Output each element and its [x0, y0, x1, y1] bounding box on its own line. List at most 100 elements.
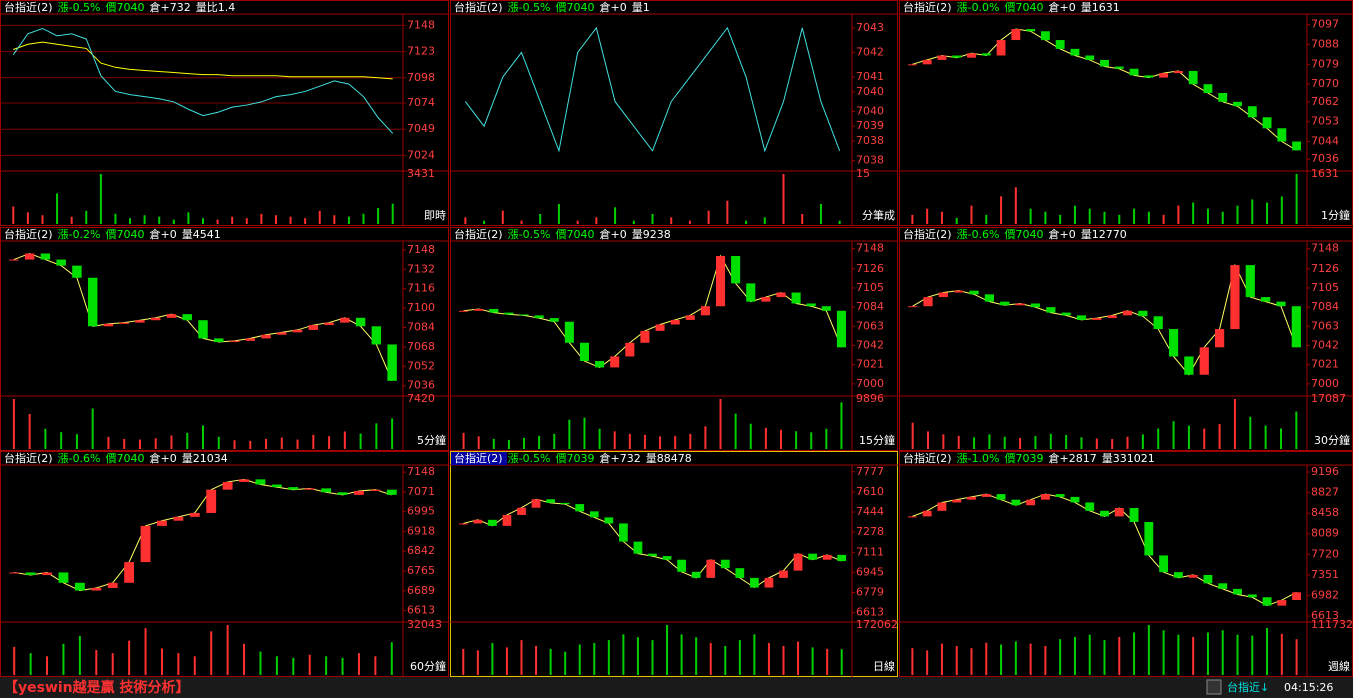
candle-body — [655, 324, 665, 331]
y-tick-label: 7148 — [407, 465, 435, 478]
volume-bar — [217, 436, 220, 449]
volume-bar — [505, 647, 508, 675]
panel[interactable] — [450, 451, 898, 677]
panel[interactable] — [0, 451, 449, 677]
candle-body — [633, 541, 643, 554]
volume-bar — [1162, 630, 1165, 675]
panel[interactable] — [450, 227, 898, 451]
volume-bar — [391, 418, 394, 449]
volume-bar — [187, 212, 190, 224]
candle-body — [1277, 600, 1287, 606]
volume-bar — [259, 651, 262, 675]
volume-bar — [970, 205, 973, 224]
candle-body — [459, 310, 469, 312]
volume-bar — [568, 419, 571, 449]
volume-bar — [1073, 636, 1076, 675]
candle-body — [1129, 508, 1139, 522]
volume-bar — [535, 645, 538, 675]
volume-bar — [158, 216, 161, 224]
candle-body — [74, 582, 85, 591]
candle-body — [1055, 40, 1065, 49]
header-oi: 倉+0 — [150, 227, 177, 241]
candle-body — [9, 259, 19, 261]
volume-bar — [492, 438, 495, 449]
header-change: 漲-0.0% — [957, 1, 1000, 14]
volume-bar — [123, 438, 126, 449]
volume-bar — [1203, 428, 1206, 449]
panel[interactable] — [0, 227, 449, 451]
status-symbol[interactable]: 台指近↓ — [1227, 680, 1269, 694]
volume-bar — [375, 423, 378, 449]
status-time: 04:15:26 — [1284, 681, 1333, 694]
volume-bar — [1233, 399, 1236, 449]
panel[interactable] — [0, 0, 449, 226]
candle-body — [489, 308, 499, 313]
candle-body — [166, 314, 177, 318]
candle-body — [662, 556, 672, 560]
candle-body — [1233, 101, 1242, 107]
candle-body — [1085, 55, 1095, 60]
candle-body — [1277, 128, 1287, 142]
volume-bar — [613, 431, 616, 449]
candle-body — [504, 312, 514, 315]
volume-bar — [62, 643, 65, 675]
status-icon[interactable] — [1206, 679, 1222, 695]
header-title: 台指近(2) — [4, 227, 53, 241]
volume-bar — [477, 436, 480, 449]
y-tick-label: 7105 — [1311, 281, 1339, 294]
y-tick-label: 8827 — [1311, 486, 1339, 499]
volume-bar — [1111, 439, 1114, 449]
candle-body — [907, 64, 917, 66]
volume-bar — [1266, 628, 1269, 675]
header-oi: 倉+0 — [600, 0, 627, 14]
y-tick-label: 6613 — [407, 603, 435, 616]
volume-bar — [970, 648, 973, 675]
y-tick-label: 7720 — [1311, 547, 1339, 560]
y-tick-label: 7084 — [1311, 300, 1339, 313]
volume-bar — [78, 635, 81, 675]
volume-bar — [172, 219, 175, 224]
volume-bar — [1133, 632, 1136, 675]
volume-bar — [26, 212, 29, 224]
volume-bar — [75, 434, 78, 449]
volume-bar — [325, 656, 328, 675]
panel[interactable] — [450, 0, 898, 226]
volume-bar — [557, 204, 560, 224]
header-title: 台指近(2) — [903, 451, 952, 465]
candle-body — [337, 492, 348, 495]
volume-bar — [390, 642, 393, 675]
volume-tick-label: 1631 — [1311, 167, 1339, 180]
volume-bar — [243, 643, 246, 675]
volume-bar — [186, 432, 189, 449]
header-oi: 倉+0 — [1049, 0, 1076, 14]
volume-bar — [501, 210, 504, 224]
candle-body — [531, 499, 541, 508]
y-tick-label: 7000 — [856, 377, 884, 390]
candle-body — [549, 318, 559, 322]
volume-bar — [666, 625, 669, 675]
volume-bar — [1162, 214, 1165, 224]
candle-body — [731, 255, 741, 284]
volume-bar — [988, 434, 991, 449]
y-tick-label: 7148 — [407, 243, 435, 256]
volume-bar — [1044, 645, 1047, 675]
candle-body — [822, 554, 832, 560]
candle-body — [119, 322, 129, 324]
candle-body — [720, 559, 730, 569]
candle-body — [124, 562, 135, 583]
y-tick-label: 7123 — [407, 45, 435, 58]
candle-body — [1276, 301, 1286, 307]
volume-bar — [840, 402, 843, 449]
candle-body — [1122, 310, 1133, 316]
volume-bar — [1014, 641, 1017, 675]
volume-bar — [70, 216, 73, 224]
volume-bar — [674, 435, 677, 449]
y-tick-label: 7000 — [1311, 377, 1339, 390]
average-line — [13, 41, 393, 80]
y-tick-label: 7021 — [1311, 358, 1339, 371]
volume-bar — [233, 440, 236, 449]
y-tick-label: 6613 — [1311, 609, 1339, 622]
candle-body — [1247, 106, 1257, 118]
y-tick-label: 6613 — [856, 606, 884, 619]
candle-body — [1144, 75, 1154, 78]
